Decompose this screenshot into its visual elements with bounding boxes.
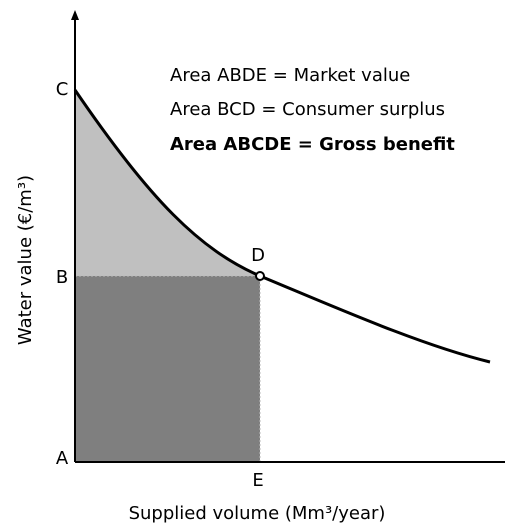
point-label: A <box>56 448 69 469</box>
legend-text: Area BCD = Consumer surplus <box>170 99 445 120</box>
point-label: E <box>252 470 263 491</box>
market-value-area <box>75 276 260 462</box>
y-axis-arrow <box>71 10 79 20</box>
point-label: D <box>251 245 265 266</box>
point-d <box>255 271 265 281</box>
point-label: C <box>56 79 69 100</box>
legend-text: Area ABDE = Market value <box>170 65 410 86</box>
x-axis-title: Supplied volume (Mm³/year) <box>129 503 386 524</box>
y-axis-title: Water value (€/m³) <box>15 175 36 345</box>
point-label: B <box>56 267 68 288</box>
legend-text: Area ABCDE = Gross benefit <box>170 134 455 155</box>
consumer-surplus-area <box>75 90 260 276</box>
